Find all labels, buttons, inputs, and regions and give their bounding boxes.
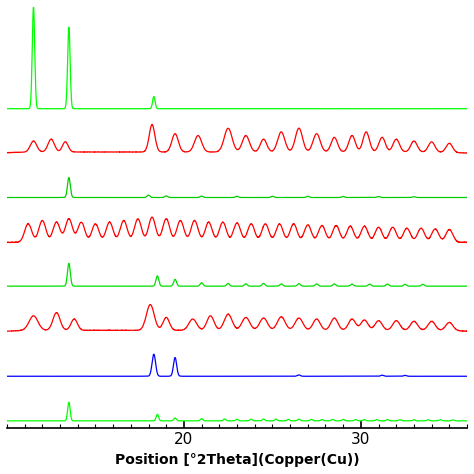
X-axis label: Position [°2Theta](Copper(Cu)): Position [°2Theta](Copper(Cu)) bbox=[115, 453, 359, 467]
